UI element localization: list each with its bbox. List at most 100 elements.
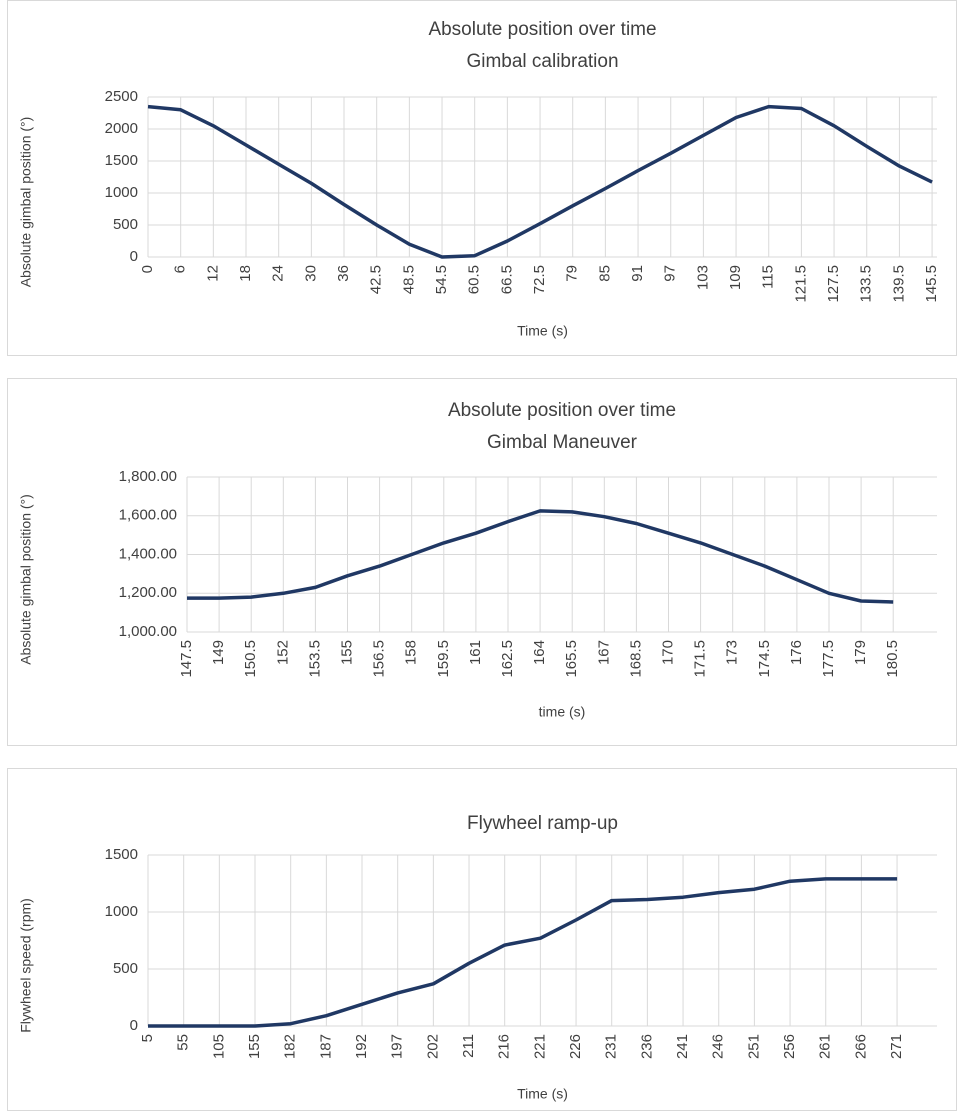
x-tick-label: 85 — [596, 265, 613, 282]
y-tick-label: 1500 — [105, 846, 138, 863]
x-tick-label: 236 — [638, 1034, 655, 1059]
x-tick-label: 79 — [564, 265, 581, 282]
y-axis-label: Absolute gimbal position (°) — [18, 494, 34, 665]
x-tick-label: 0 — [139, 265, 156, 273]
y-axis-label: Flywheel speed (rpm) — [18, 898, 34, 1033]
x-tick-label: 97 — [662, 265, 679, 282]
x-tick-label: 105 — [210, 1034, 227, 1059]
y-tick-label: 500 — [113, 216, 138, 233]
x-tick-label: 211 — [460, 1034, 477, 1058]
x-tick-label: 246 — [710, 1034, 727, 1059]
x-axis-label: Time (s) — [517, 1086, 568, 1102]
x-tick-label: 256 — [781, 1034, 798, 1059]
y-tick-label: 0 — [130, 248, 138, 265]
x-tick-label: 173 — [724, 640, 741, 665]
y-tick-label: 0 — [130, 1017, 138, 1034]
x-tick-label: 168.5 — [627, 640, 644, 678]
data-line — [187, 509, 894, 604]
x-tick-label: 5 — [139, 1034, 156, 1042]
x-tick-label: 152 — [274, 640, 291, 665]
x-tick-label: 115 — [760, 265, 777, 289]
x-tick-label: 127.5 — [825, 265, 842, 303]
x-tick-label: 54.5 — [433, 265, 450, 294]
x-tick-label: 197 — [389, 1034, 406, 1059]
x-tick-label: 216 — [496, 1034, 513, 1059]
x-tick-label: 153.5 — [306, 640, 323, 678]
y-tick-label: 2000 — [105, 120, 138, 137]
x-tick-label: 187 — [317, 1034, 334, 1059]
chart-subtitle: Gimbal calibration — [466, 51, 618, 72]
x-tick-label: 167 — [595, 640, 612, 665]
x-tick-label: 139.5 — [890, 265, 907, 303]
x-tick-label: 18 — [237, 265, 254, 282]
x-tick-label: 109 — [727, 265, 744, 290]
y-tick-label: 1000 — [105, 903, 138, 920]
x-tick-label: 182 — [282, 1034, 299, 1059]
x-tick-label: 150.5 — [242, 640, 259, 678]
x-tick-label: 66.5 — [498, 265, 515, 294]
x-tick-label: 121.5 — [792, 265, 809, 303]
data-line — [147, 104, 933, 259]
x-tick-label: 266 — [852, 1034, 869, 1059]
x-tick-label: 158 — [403, 640, 420, 665]
x-tick-label: 171.5 — [692, 640, 709, 678]
x-tick-label: 241 — [674, 1034, 691, 1059]
x-tick-label: 180.5 — [884, 640, 901, 678]
x-tick-label: 174.5 — [756, 640, 773, 678]
x-tick-label: 176 — [788, 640, 805, 665]
y-tick-label: 1,000.00 — [119, 623, 177, 640]
x-tick-label: 221 — [531, 1034, 548, 1059]
x-tick-label: 231 — [603, 1034, 620, 1059]
x-tick-label: 162.5 — [499, 640, 516, 678]
x-tick-label: 91 — [629, 265, 646, 282]
y-tick-label: 1,800.00 — [119, 468, 177, 485]
y-axis-label: Absolute gimbal position (°) — [18, 117, 34, 288]
x-tick-label: 72.5 — [531, 265, 548, 294]
x-tick-label: 149 — [210, 640, 227, 665]
x-tick-label: 164 — [531, 640, 548, 665]
x-tick-label: 251 — [745, 1034, 762, 1059]
x-tick-label: 55 — [175, 1034, 192, 1051]
x-tick-label: 24 — [270, 265, 287, 282]
panel — [7, 768, 957, 1111]
x-axis-label: time (s) — [539, 704, 586, 720]
panel — [7, 378, 957, 746]
x-tick-label: 271 — [888, 1034, 905, 1059]
x-tick-label: 103 — [694, 265, 711, 290]
x-tick-label: 145.5 — [923, 265, 940, 303]
x-tick-label: 42.5 — [368, 265, 385, 294]
x-tick-label: 202 — [424, 1034, 441, 1059]
x-tick-label: 177.5 — [820, 640, 837, 678]
y-tick-label: 1500 — [105, 152, 138, 169]
panel — [7, 0, 957, 356]
x-tick-label: 30 — [302, 265, 319, 282]
y-tick-label: 2500 — [105, 88, 138, 105]
x-tick-label: 156.5 — [371, 640, 388, 678]
x-tick-label: 192 — [353, 1034, 370, 1059]
x-tick-label: 226 — [567, 1034, 584, 1059]
x-tick-label: 155 — [246, 1034, 263, 1059]
x-tick-label: 170 — [659, 640, 676, 665]
x-tick-label: 261 — [817, 1034, 834, 1059]
x-tick-label: 159.5 — [435, 640, 452, 678]
x-tick-label: 12 — [204, 265, 221, 282]
x-axis-label: Time (s) — [517, 323, 568, 339]
y-tick-label: 1,400.00 — [119, 545, 177, 562]
y-tick-label: 1,600.00 — [119, 507, 177, 524]
x-tick-label: 60.5 — [466, 265, 483, 294]
x-tick-label: 165.5 — [563, 640, 580, 678]
data-line — [148, 877, 898, 1028]
chart-title: Absolute position over time — [448, 400, 676, 421]
x-tick-label: 6 — [172, 265, 189, 273]
chart-subtitle: Gimbal Maneuver — [487, 432, 638, 453]
y-tick-label: 500 — [113, 960, 138, 977]
y-tick-label: 1000 — [105, 184, 138, 201]
x-tick-label: 179 — [852, 640, 869, 665]
x-tick-label: 133.5 — [858, 265, 875, 303]
x-tick-label: 48.5 — [400, 265, 417, 294]
y-tick-label: 1,200.00 — [119, 584, 177, 601]
x-tick-label: 147.5 — [178, 640, 195, 678]
chart-title: Absolute position over time — [428, 19, 656, 40]
x-tick-label: 36 — [335, 265, 352, 282]
